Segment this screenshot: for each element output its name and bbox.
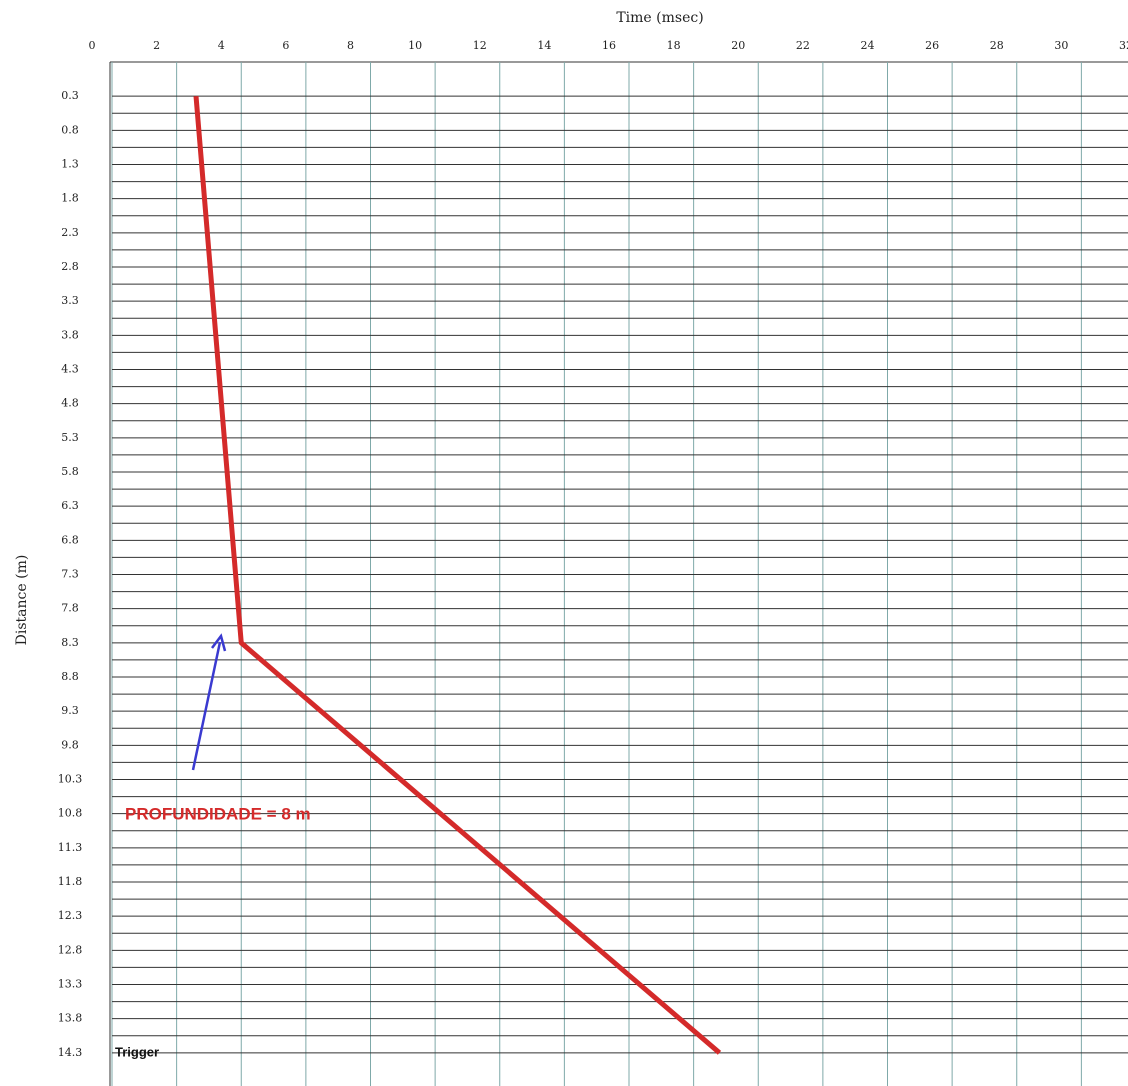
y-tick-label: 11.3 — [58, 841, 83, 854]
y-tick-label: 13.8 — [58, 1012, 83, 1025]
y-axis-title: Distance (m) — [14, 555, 30, 646]
x-tick-label: 28 — [990, 39, 1004, 52]
y-tick-label: 0.3 — [61, 89, 79, 102]
y-tick-label: 3.8 — [61, 328, 79, 341]
y-tick-label: 1.3 — [61, 158, 79, 171]
x-tick-label: 26 — [925, 39, 939, 52]
y-tick-label: 10.8 — [58, 807, 83, 820]
y-tick-label: 9.8 — [61, 738, 79, 751]
y-tick-label: 4.3 — [61, 363, 79, 376]
x-tick-label: 22 — [796, 39, 810, 52]
x-tick-label: 30 — [1054, 39, 1068, 52]
y-tick-label: 9.3 — [61, 704, 79, 717]
y-tick-label: 5.3 — [61, 431, 79, 444]
y-tick-label: 8.3 — [61, 636, 79, 649]
x-tick-label: 16 — [602, 39, 616, 52]
x-tick-label: 4 — [218, 39, 225, 52]
x-tick-label: 2 — [153, 39, 160, 52]
y-tick-label: 5.8 — [61, 465, 79, 478]
plot-area: 024681012141618202224262830320.30.81.31.… — [58, 39, 1128, 1086]
y-tick-label: 2.8 — [61, 260, 79, 273]
arrow-head — [211, 633, 227, 652]
y-tick-label: 14.3 — [58, 1046, 83, 1059]
trigger-label: Trigger — [115, 1044, 159, 1059]
y-tick-label: 4.8 — [61, 397, 79, 410]
y-tick-label: 0.8 — [61, 123, 79, 136]
x-tick-label: 10 — [408, 39, 422, 52]
y-tick-label: 1.8 — [61, 192, 79, 205]
first-arrival-line — [193, 95, 722, 1055]
depth-annotation: PROFUNDIDADE = 8 m — [125, 804, 311, 823]
x-tick-label: 24 — [861, 39, 875, 52]
y-tick-label: 7.8 — [61, 602, 79, 615]
y-tick-label: 2.3 — [61, 226, 79, 239]
x-tick-label: 32 — [1119, 39, 1128, 52]
y-tick-label: 13.3 — [58, 978, 83, 991]
y-tick-label: 7.3 — [61, 568, 79, 581]
x-axis-title: Time (msec) — [616, 10, 703, 26]
y-tick-label: 3.3 — [61, 294, 79, 307]
x-tick-label: 20 — [731, 39, 745, 52]
y-tick-label: 10.3 — [58, 773, 83, 786]
x-tick-label: 18 — [667, 39, 681, 52]
arrow-shaft — [191, 641, 222, 771]
y-tick-label: 11.8 — [58, 875, 83, 888]
x-tick-label: 6 — [282, 39, 289, 52]
x-tick-label: 14 — [537, 39, 551, 52]
y-tick-label: 6.3 — [61, 499, 79, 512]
x-tick-label: 0 — [89, 39, 96, 52]
x-tick-label: 8 — [347, 39, 354, 52]
x-tick-label: 12 — [473, 39, 487, 52]
y-tick-label: 12.3 — [58, 909, 83, 922]
y-tick-label: 8.8 — [61, 670, 79, 683]
y-tick-label: 12.8 — [58, 943, 83, 956]
y-tick-label: 6.8 — [61, 533, 79, 546]
